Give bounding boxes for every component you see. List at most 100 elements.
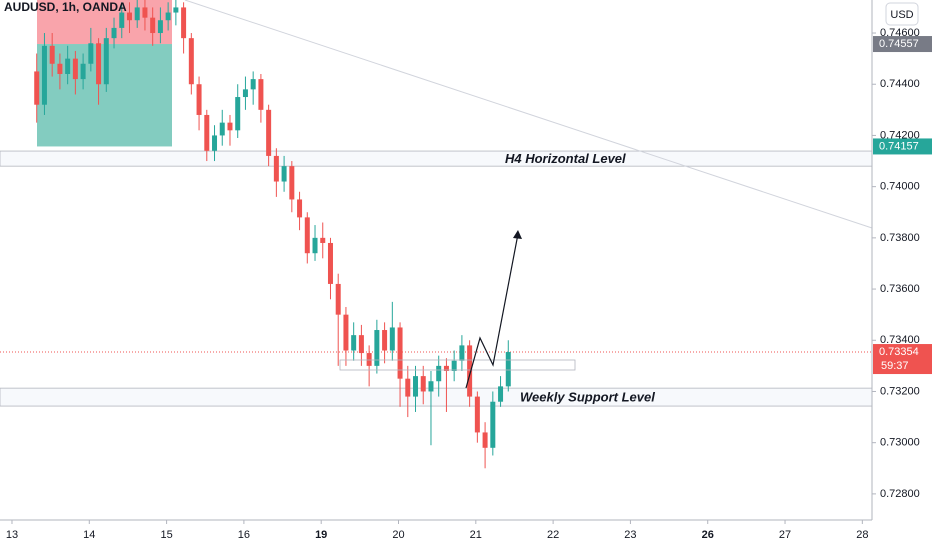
candle-body: [219, 122, 225, 136]
candle-body: [312, 237, 318, 254]
x-tick-label: 27: [779, 529, 791, 541]
y-tick-label: 0.74000: [880, 181, 920, 193]
x-tick-label: 14: [83, 529, 95, 541]
candle-body: [273, 155, 279, 182]
candle-body: [150, 17, 156, 34]
candle-body: [366, 353, 372, 366]
stop-zone: [37, 0, 172, 45]
currency-button[interactable]: [885, 2, 919, 26]
candle-body: [320, 237, 326, 243]
x-tick-label: 19: [315, 529, 327, 541]
candle-body: [111, 27, 117, 39]
candle-body: [103, 38, 109, 85]
x-tick-label: 22: [547, 529, 559, 541]
candle-body: [227, 122, 233, 131]
candle-body: [119, 12, 125, 28]
candle-body: [188, 38, 194, 85]
x-tick-label: 28: [856, 529, 868, 541]
x-tick-label: 26: [702, 529, 714, 541]
candle-body: [482, 432, 488, 448]
candle-body: [80, 63, 86, 80]
candle-body: [72, 58, 78, 80]
candle-body: [204, 114, 210, 151]
price-tag-label: 0.73354: [879, 346, 919, 358]
candle-body: [474, 396, 480, 433]
candle-body: [436, 365, 442, 382]
candle-body: [212, 135, 218, 151]
candle-body: [358, 335, 364, 354]
candle-body: [343, 314, 349, 351]
x-tick-label: 21: [470, 529, 482, 541]
candle-body: [304, 217, 310, 254]
candle-body: [443, 365, 449, 371]
price-tag: [873, 36, 932, 53]
currency-label[interactable]: USD: [890, 9, 913, 21]
candle-body: [49, 45, 55, 64]
zone-box: [339, 359, 576, 371]
price-tag-label: 0.74557: [879, 38, 919, 50]
candle-body: [281, 166, 287, 182]
y-tick-label: 0.73200: [880, 385, 920, 397]
level-band: [0, 150, 873, 167]
candle-body: [57, 63, 63, 74]
candle-body: [126, 12, 132, 21]
candle-body: [88, 43, 94, 64]
candle-body: [382, 330, 388, 351]
candle-body: [173, 7, 179, 13]
candle-body: [258, 79, 264, 110]
candle-body: [405, 378, 411, 397]
y-tick-label: 0.74200: [880, 129, 920, 141]
candle-body: [181, 7, 187, 39]
candle-body: [142, 7, 148, 18]
candle-body: [420, 376, 426, 392]
candle-body: [459, 345, 465, 361]
x-tick-label: 16: [238, 529, 250, 541]
candle-body: [266, 109, 272, 156]
y-tick-label: 0.74600: [880, 27, 920, 39]
candle-body: [428, 381, 434, 392]
y-tick-label: 0.73800: [880, 232, 920, 244]
x-tick-label: 13: [6, 529, 18, 541]
trend-line: [184, 0, 873, 229]
price-tag: [873, 344, 932, 375]
candle-body: [41, 45, 47, 105]
x-tick-label: 23: [624, 529, 636, 541]
candle-body: [34, 71, 40, 105]
candle-body: [235, 97, 241, 131]
projection-arrow: [465, 233, 519, 389]
arrow-head: [513, 230, 522, 239]
plot-area: H4 Horizontal Level Weekly Support Level: [0, 0, 873, 469]
candle-body: [157, 20, 163, 34]
y-tick-label: 0.74400: [880, 78, 920, 90]
candle-body: [327, 242, 333, 284]
candle-body: [289, 166, 295, 200]
level-label: Weekly Support Level: [520, 390, 655, 405]
candle-body: [498, 386, 504, 402]
candle-body: [96, 43, 102, 85]
candle-body: [134, 7, 140, 21]
candle-body: [297, 199, 303, 218]
candle-body: [467, 345, 473, 397]
x-tick-label: 20: [392, 529, 404, 541]
candle-body: [165, 12, 171, 21]
level-band: [0, 387, 873, 407]
y-tick-label: 0.73400: [880, 334, 920, 346]
y-tick-label: 0.73600: [880, 283, 920, 295]
level-label: H4 Horizontal Level: [505, 151, 626, 166]
candle-body: [505, 352, 511, 387]
candle-body: [451, 360, 457, 371]
candle-body: [335, 283, 341, 315]
candle-body: [250, 79, 256, 90]
candle-body: [351, 335, 357, 351]
price-tag-label: 0.74157: [879, 140, 919, 152]
candle-body: [242, 89, 248, 98]
y-tick-label: 0.73000: [880, 437, 920, 449]
candle-body: [413, 376, 419, 397]
candle-body: [490, 401, 496, 448]
candle-body: [389, 327, 395, 351]
countdown: 59:37: [881, 360, 909, 372]
price-axis: 0.74600 0.74400 0.74200 0.74000 0.73800 0.736…: [6, 27, 932, 541]
candle-body: [374, 330, 380, 366]
